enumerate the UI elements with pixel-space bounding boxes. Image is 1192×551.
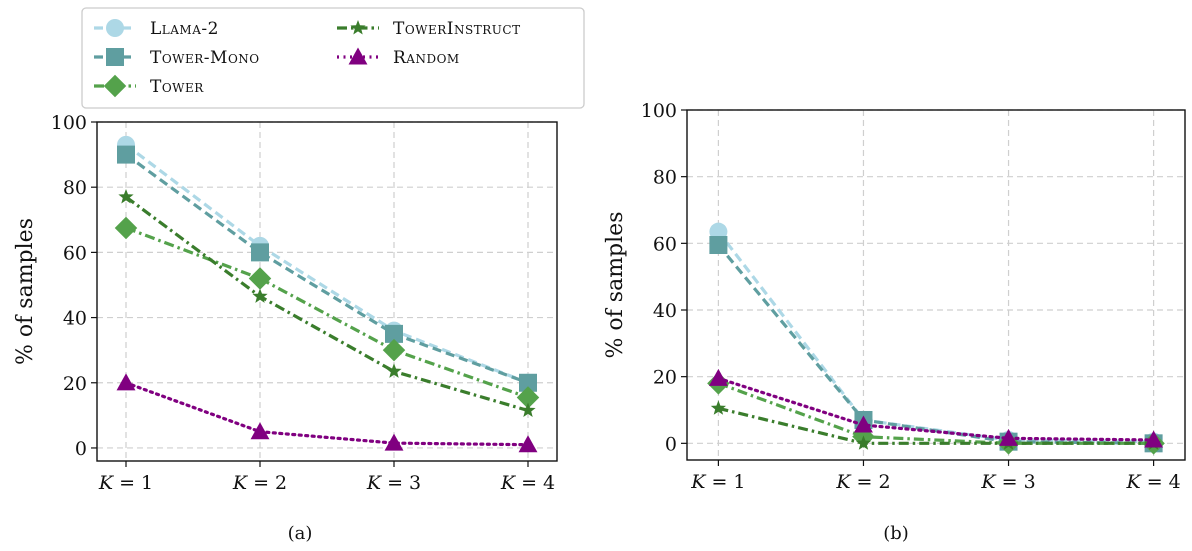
legend-item-towerinstruct: TowerInstruct — [337, 19, 521, 39]
series-line — [125, 226, 529, 399]
y-tick-label: 40 — [63, 308, 87, 330]
legend-label: Tower — [150, 77, 204, 97]
series-random — [708, 368, 1164, 448]
series-llama-2 — [709, 222, 1163, 451]
y-tick-label: 80 — [653, 167, 677, 189]
series-line — [125, 143, 529, 385]
x-tick-label: K = 3 — [366, 472, 421, 494]
legend-marker — [348, 47, 368, 65]
y-tick-label: 100 — [641, 100, 677, 122]
legend-item-tower: Tower — [94, 74, 204, 98]
data-point — [114, 216, 138, 240]
series-tower — [707, 372, 1165, 455]
y-axis-label: % of samples — [603, 212, 628, 359]
series-line — [125, 195, 529, 413]
data-point — [248, 267, 272, 290]
x-tick-label: K = 1 — [690, 471, 745, 493]
series-line — [717, 243, 1154, 445]
plot-frame — [686, 109, 1186, 461]
legend-marker — [103, 74, 127, 98]
x-tick-label: K = 4 — [500, 472, 555, 494]
y-tick-label: 100 — [51, 112, 87, 134]
data-point — [854, 415, 873, 433]
series-line — [125, 153, 529, 385]
legend-marker — [106, 48, 124, 66]
series-random — [116, 373, 538, 453]
y-tick-label: 20 — [63, 373, 87, 395]
data-point — [855, 435, 872, 450]
y-tick-label: 0 — [75, 438, 87, 460]
series-line — [716, 376, 1156, 442]
series-line — [717, 381, 1154, 445]
legend-marker — [350, 20, 366, 35]
y-tick-label: 20 — [653, 367, 677, 389]
x-tick-label: K = 2 — [232, 472, 287, 494]
data-point — [519, 373, 537, 392]
data-point — [382, 338, 406, 362]
data-point — [385, 324, 403, 343]
y-tick-label: 40 — [653, 300, 677, 322]
data-point — [117, 145, 135, 164]
data-point — [384, 433, 404, 451]
y-tick-label: 60 — [653, 233, 677, 255]
legend-item-random: Random — [337, 47, 460, 68]
legend-item-llama-2: Llama-2 — [94, 19, 219, 39]
legend-item-tower-mono: Tower-Mono — [94, 48, 260, 68]
x-tick-label: K = 1 — [98, 472, 153, 494]
data-point — [516, 386, 540, 409]
legend-label: Llama-2 — [150, 19, 219, 39]
legend-label: Random — [393, 48, 460, 68]
x-tick-label: K = 2 — [835, 471, 890, 493]
series-llama-2 — [117, 135, 537, 392]
series-towerinstruct — [118, 188, 536, 417]
data-point — [1144, 430, 1164, 448]
legend-marker — [106, 19, 124, 37]
y-tick-label: 0 — [665, 433, 677, 455]
panel-caption: (a) — [288, 523, 313, 544]
x-tick-label: K = 3 — [980, 471, 1035, 493]
data-point — [520, 402, 536, 417]
legend-label: Tower-Mono — [150, 48, 260, 68]
data-point — [116, 373, 136, 391]
legend-label: TowerInstruct — [393, 19, 521, 39]
x-tick-label: K = 4 — [1125, 471, 1180, 493]
data-point — [999, 428, 1018, 446]
chart-panel-b: 0 20 40 60 80 100 K = 1 K = 2 K = 3 K = 4 % of sam… — [603, 100, 1186, 544]
series-line — [124, 381, 530, 447]
series-tower-mono — [709, 236, 1163, 453]
data-point — [709, 236, 728, 254]
data-point — [250, 422, 270, 440]
data-point — [518, 435, 538, 453]
series-tower-mono — [117, 145, 537, 392]
y-axis-label: % of samples — [13, 218, 38, 365]
data-point — [252, 288, 268, 303]
plot-frame — [96, 121, 558, 462]
chart-panel-a: 0 20 40 60 80 100 K = 1 K = 2 K = 3 K = 4 % of sam… — [13, 112, 558, 544]
data-point — [251, 243, 269, 262]
data-point — [710, 400, 726, 415]
data-point — [118, 188, 134, 204]
data-point — [708, 368, 728, 386]
legend-box — [81, 7, 585, 109]
series-line — [717, 230, 1154, 444]
legend: Llama-2 Tower-Mono Tower TowerInstruct Rando… — [81, 7, 585, 109]
data-point — [386, 363, 402, 378]
y-tick-label: 60 — [63, 242, 87, 264]
panel-caption: (b) — [883, 523, 909, 544]
series-tower — [114, 216, 540, 409]
y-tick-label: 80 — [63, 177, 87, 199]
